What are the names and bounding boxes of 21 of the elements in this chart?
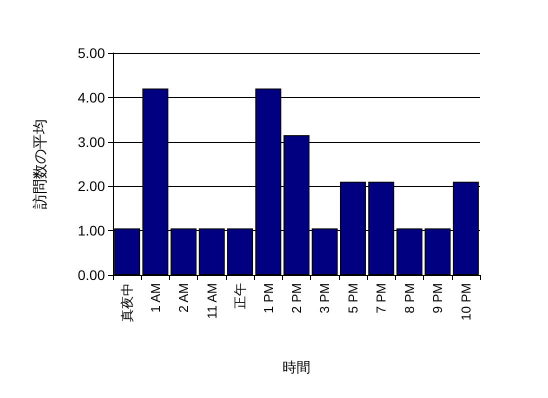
x-tick-label: 1 AM	[148, 283, 163, 313]
y-tick-label: 4.00	[78, 89, 106, 106]
x-tick-label: 真夜中	[120, 283, 135, 322]
y-tick-label: 1.00	[78, 222, 106, 239]
y-tick-label: 0.00	[78, 267, 106, 283]
x-tick-label: 10 PM	[458, 283, 474, 321]
x-tick-label: 5 PM	[345, 283, 360, 314]
x-tick-label: 2 PM	[289, 283, 304, 314]
x-tick-label: 8 PM	[402, 283, 417, 314]
x-tick-label: 9 PM	[430, 283, 446, 314]
y-axis-title: 訪問数の平均	[32, 119, 49, 209]
x-tick-label: 1 PM	[260, 283, 276, 314]
x-tick-label: 7 PM	[374, 283, 389, 314]
x-tick-label: 11 AM	[204, 283, 220, 319]
y-tick-label: 2.00	[78, 178, 106, 194]
x-tick-label: 正午	[232, 283, 248, 309]
x-axis-title: 時間	[282, 359, 310, 375]
y-tick-label: 5.00	[78, 45, 106, 61]
x-tick-label: 2 AM	[176, 283, 192, 313]
x-tick-label: 3 PM	[317, 283, 332, 314]
y-tick-label: 3.00	[78, 134, 106, 150]
